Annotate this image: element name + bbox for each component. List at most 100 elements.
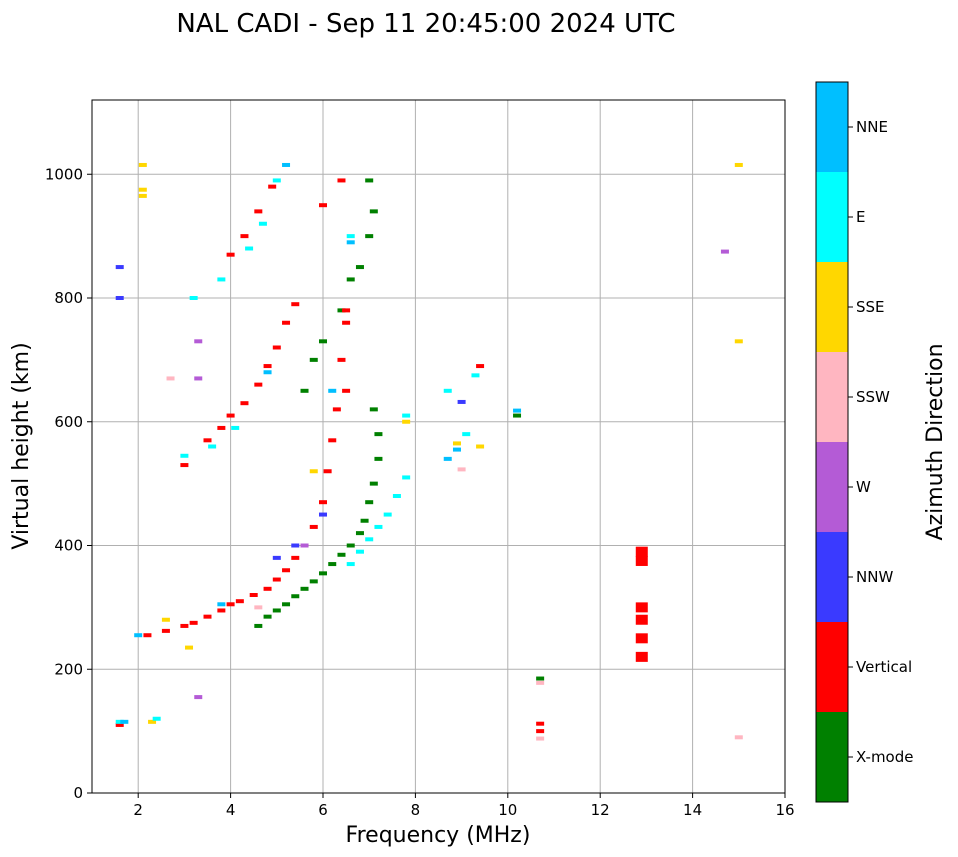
y-tick-label: 400	[54, 537, 83, 555]
data-point-vertical	[226, 413, 235, 418]
data-point-nne	[217, 602, 226, 607]
data-point-vertical	[635, 602, 648, 613]
data-point-vertical	[268, 184, 277, 189]
data-point-vertical	[291, 555, 300, 560]
colorbar-label-e: E	[856, 208, 865, 226]
y-tick-label: 600	[54, 413, 83, 431]
data-point-vertical	[217, 425, 226, 430]
data-point-x-mode	[369, 209, 378, 214]
data-point-sse	[476, 444, 485, 449]
x-axis-ticks: 2 4 6 8 10 12 14 16	[133, 793, 795, 819]
data-point-nnw	[272, 555, 281, 560]
colorbar-segment	[816, 82, 848, 172]
colorbar-label-x-mode: X-mode	[856, 748, 913, 766]
data-point-ssw	[457, 467, 466, 472]
data-point-vertical	[263, 364, 272, 369]
data-point-x-mode	[374, 456, 383, 461]
colorbar-segment	[816, 352, 848, 442]
data-point-x-mode	[337, 308, 346, 313]
data-point-x-mode	[309, 579, 318, 584]
y-tick-label: 200	[54, 660, 83, 678]
data-point-ssw	[166, 376, 175, 381]
colorbar-segment	[816, 172, 848, 262]
data-point-vertical	[342, 320, 351, 325]
y-axis-ticks: 0 200 400 600 800 1000	[45, 165, 92, 802]
data-point-vertical	[235, 599, 244, 604]
data-point-sse	[734, 339, 743, 344]
data-point-e	[231, 425, 240, 430]
data-point-vertical	[240, 234, 249, 239]
colorbar-label-vertical: Vertical	[856, 658, 912, 676]
data-point-vertical	[342, 388, 351, 393]
data-point-x-mode	[513, 413, 522, 418]
colorbar-segment	[816, 442, 848, 532]
data-point-vertical	[263, 586, 272, 591]
data-point-e	[365, 537, 374, 542]
data-point-x-mode	[319, 339, 327, 344]
data-point-sse	[138, 187, 147, 192]
data-point-e	[217, 277, 226, 282]
data-point-x-mode	[365, 178, 374, 183]
data-point-sse	[161, 617, 170, 622]
x-axis-label: Frequency (MHz)	[346, 823, 531, 848]
data-point-x-mode	[282, 602, 291, 607]
data-point-nne	[452, 447, 461, 452]
x-tick-label: 16	[775, 801, 794, 819]
data-point-vertical	[282, 568, 291, 573]
colorbar-segment	[816, 712, 848, 802]
colorbar-segment	[816, 262, 848, 352]
y-tick-label: 0	[73, 784, 83, 802]
data-point-nnw	[291, 543, 300, 548]
data-point-x-mode	[291, 594, 300, 599]
y-tick-label: 1000	[45, 165, 83, 183]
colorbar-label-sse: SSE	[856, 298, 885, 316]
data-point-vertical	[161, 628, 170, 633]
data-point-e	[462, 432, 471, 437]
data-point-x-mode	[346, 277, 355, 282]
data-point-e	[471, 373, 480, 378]
data-point-e	[180, 453, 189, 458]
data-point-nne	[328, 388, 337, 393]
data-point-vertical	[635, 546, 648, 557]
data-point-e	[272, 178, 281, 183]
data-point-w	[194, 339, 203, 344]
colorbar-label-ssw: SSW	[856, 388, 890, 406]
data-point-sse	[185, 645, 194, 650]
data-point-vertical	[342, 308, 351, 313]
data-point-vertical	[337, 357, 346, 362]
data-point-vertical	[189, 620, 198, 625]
data-point-e	[115, 719, 124, 724]
data-point-e	[346, 234, 355, 239]
data-point-e	[443, 388, 452, 393]
x-tick-label: 4	[226, 801, 236, 819]
data-point-e	[402, 413, 411, 418]
data-point-vertical	[309, 524, 318, 529]
data-point-vertical	[249, 593, 258, 597]
data-point-vertical	[291, 302, 300, 307]
data-point-x-mode	[337, 552, 346, 557]
data-point-e	[392, 494, 401, 498]
data-point-x-mode	[536, 676, 545, 681]
data-point-vertical	[180, 623, 189, 628]
data-point-e	[383, 512, 392, 517]
data-point-vertical	[143, 633, 152, 638]
data-point-e	[152, 716, 161, 721]
data-point-x-mode	[369, 407, 378, 412]
colorbar-frame	[815, 81, 849, 803]
data-point-vertical	[328, 438, 337, 443]
colorbar-label: Azimuth Direction	[923, 343, 948, 540]
data-point-e	[258, 221, 267, 226]
data-point-x-mode	[254, 623, 263, 628]
data-point-x-mode	[300, 388, 309, 393]
data-point-vertical	[635, 614, 648, 625]
colorbar: X-mode Vertical NNW W SSW SSE E NNE	[816, 82, 913, 802]
data-point-x-mode	[365, 500, 374, 505]
data-point-e	[402, 475, 411, 480]
data-point-ssw	[254, 605, 263, 610]
data-point-nne	[443, 456, 452, 461]
data-point-sse	[402, 419, 411, 424]
data-point-vertical	[254, 209, 263, 214]
data-point-x-mode	[272, 608, 281, 613]
data-point-nne	[263, 370, 272, 375]
